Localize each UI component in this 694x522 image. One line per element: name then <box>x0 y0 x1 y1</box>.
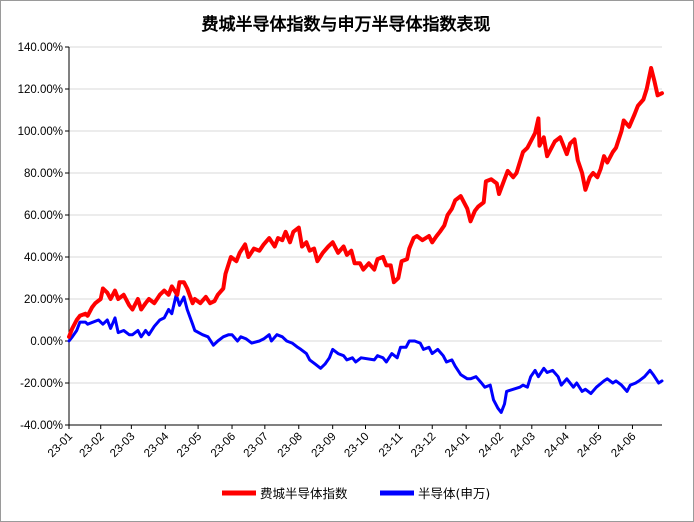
y-axis-tick-labels: -40.00% -20.00% 0.00% 20.00% 40.00% 60.00% 80.… <box>18 42 63 432</box>
y-tick-label: 100.00% <box>18 126 63 138</box>
x-tick-label: 23-10 <box>342 431 371 460</box>
series-line-sw-semiconductor <box>67 293 664 414</box>
y-tick-label: 140.00% <box>18 42 63 54</box>
y-tick-label: 20.00% <box>24 294 63 306</box>
series-lines <box>67 66 664 414</box>
series-line-philadelphia-semiconductor <box>67 66 664 339</box>
x-tick-label: 24-03 <box>509 431 538 460</box>
legend-label-sw-semiconductor: 半导体(申万) <box>418 486 490 501</box>
x-tick-label: 23-08 <box>276 431 305 460</box>
x-tick-label: 23-07 <box>242 431 271 460</box>
x-tick-label: 24-05 <box>575 431 604 460</box>
x-tick-label: 24-04 <box>543 430 573 460</box>
axes <box>65 46 662 429</box>
x-tick-label: 23-09 <box>310 431 339 460</box>
x-tick-label: 24-02 <box>477 431 506 460</box>
y-tick-label: 0.00% <box>30 336 63 348</box>
x-tick-label: 23-02 <box>78 431 107 460</box>
x-tick-label: 23-05 <box>175 431 204 460</box>
x-tick-label: 23-11 <box>377 431 406 460</box>
y-tick-label: 60.00% <box>24 210 63 222</box>
chart-title: 费城半导体指数与申万半导体指数表现 <box>201 15 491 35</box>
x-tick-label: 24-06 <box>609 431 638 460</box>
x-tick-label: 24-01 <box>443 431 472 460</box>
x-tick-label: 23-06 <box>209 431 238 460</box>
gridlines <box>69 46 662 426</box>
x-tick-label: 23-01 <box>46 431 75 460</box>
y-tick-label: -20.00% <box>20 378 63 390</box>
y-tick-label: 40.00% <box>24 252 63 264</box>
legend: 费城半导体指数 半导体(申万) <box>222 486 490 501</box>
x-tick-label: 23-04 <box>142 430 172 460</box>
x-tick-label: 23-03 <box>108 431 137 460</box>
x-axis-tick-labels: 23-01 23-02 23-03 23-04 23-05 23-06 23-07 23-08… <box>46 430 639 460</box>
y-tick-label: -40.00% <box>20 420 63 432</box>
legend-label-philadelphia-semiconductor: 费城半导体指数 <box>260 486 348 501</box>
x-tick-label: 23-12 <box>409 431 438 460</box>
y-tick-label: 80.00% <box>24 168 63 180</box>
y-tick-label: 120.00% <box>18 84 63 96</box>
